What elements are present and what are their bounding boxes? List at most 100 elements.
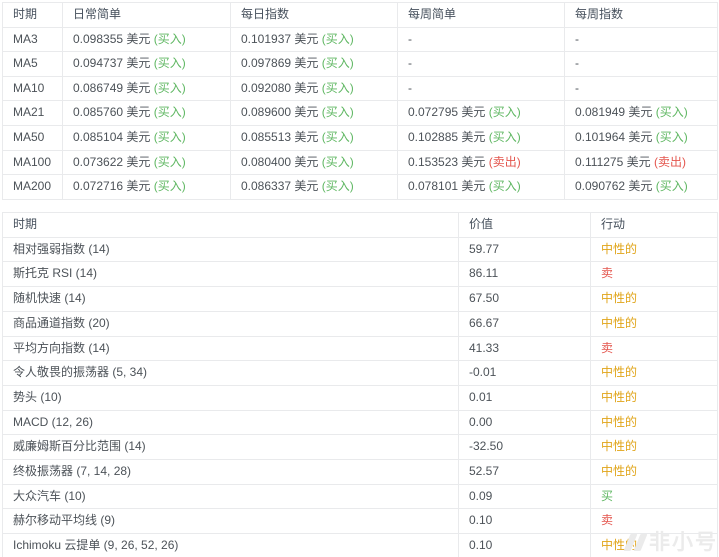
table-row: MA5 0.094737 美元 (买入) 0.097869 美元 (买入) - - [2, 51, 718, 77]
table-row: 威廉姆斯百分比范围 (14) -32.50 中性的 [2, 434, 718, 461]
indicator-value-cell: 0.01 [458, 384, 591, 411]
table-row: MA200 0.072716 美元 (买入) 0.086337 美元 (买入) 0.0… [2, 174, 718, 200]
ma-value-cell: 0.073622 美元 (买入) [62, 149, 231, 176]
indicator-action-cell: 卖 [590, 261, 718, 288]
ma-value-cell: 0.097869 美元 (买入) [230, 51, 398, 77]
indicator-action-cell: 中性的 [590, 434, 718, 461]
period-cell: MA50 [2, 124, 63, 151]
ma-value-cell: 0.078101 美元 (买入) [397, 174, 565, 200]
indicator-value-cell: 59.77 [458, 236, 591, 263]
ma-column-header-1: 日常简单 [62, 2, 231, 28]
ma-value-cell: - [564, 75, 718, 102]
ma-value: - [408, 80, 412, 95]
table-row: MA100 0.073622 美元 (买入) 0.080400 美元 (买入) 0.1… [2, 149, 718, 176]
indicator-name-cell: 终极振荡器 (7, 14, 28) [2, 459, 459, 485]
ma-value: 0.092080 美元 [241, 80, 319, 95]
ma-value: 0.090762 美元 [575, 179, 653, 194]
ma-value: 0.097869 美元 [241, 56, 319, 71]
table-row: 商品通道指数 (20) 66.67 中性的 [2, 310, 718, 337]
ma-value-cell: 0.086337 美元 (买入) [230, 174, 398, 200]
indicator-action-cell: 卖 [590, 508, 718, 535]
ma-value: 0.094737 美元 [73, 56, 151, 71]
signal-label: (买入) [153, 154, 186, 169]
ma-value-cell: 0.085760 美元 (买入) [62, 100, 231, 126]
indicator-value-cell: 0.09 [458, 483, 591, 510]
ma-value-cell: 0.086749 美元 (买入) [62, 75, 231, 102]
signal-label: (买入) [655, 179, 688, 194]
signal-label: (买入) [321, 56, 354, 71]
ma-column-header-0: 时期 [2, 2, 63, 28]
ma-value-cell: 0.153523 美元 (卖出) [397, 149, 565, 176]
table-row: 相对强弱指数 (14) 59.77 中性的 [2, 236, 718, 263]
period-cell: MA200 [2, 174, 63, 200]
indicator-action-cell: 中性的 [590, 533, 718, 557]
table-row: Ichimoku 云提单 (9, 26, 52, 26) 0.10 中性的 [2, 533, 718, 557]
indicator-column-header-1: 价值 [458, 212, 591, 238]
indicator-name-cell: 斯托克 RSI (14) [2, 261, 459, 288]
ma-value: 0.072716 美元 [73, 179, 151, 194]
signal-label: (买入) [153, 179, 186, 194]
period-cell: MA5 [2, 51, 63, 77]
indicator-name-cell: 赫尔移动平均线 (9) [2, 508, 459, 535]
ma-value: 0.111275 美元 [575, 154, 651, 169]
table-row: 平均方向指数 (14) 41.33 卖 [2, 335, 718, 362]
ma-value: 0.078101 美元 [408, 179, 486, 194]
indicator-value-cell: 66.67 [458, 310, 591, 337]
ma-value: 0.101964 美元 [575, 129, 653, 144]
indicator-name-cell: 随机快速 (14) [2, 286, 459, 312]
signal-label: (买入) [321, 179, 354, 194]
signal-label: (买入) [321, 154, 354, 169]
indicator-name-cell: 势头 (10) [2, 384, 459, 411]
indicators-table-header-row: 时期 价值 行动 [2, 212, 718, 238]
indicators-table: 时期 价值 行动 相对强弱指数 (14) 59.77 中性的 斯托克 RSI (14) 86… [2, 212, 718, 557]
ma-value-cell: 0.085513 美元 (买入) [230, 124, 398, 151]
signal-label: (买入) [488, 105, 521, 120]
ma-value: 0.085513 美元 [241, 129, 319, 144]
signal-label: (买入) [321, 31, 354, 46]
table-row: 大众汽车 (10) 0.09 买 [2, 483, 718, 510]
ma-value: - [408, 31, 412, 46]
ma-value-cell: - [397, 75, 565, 102]
ma-value: 0.101937 美元 [241, 31, 319, 46]
indicator-name-cell: 相对强弱指数 (14) [2, 236, 459, 263]
ma-value: 0.073622 美元 [73, 154, 151, 169]
ma-value: 0.081949 美元 [575, 105, 653, 120]
indicator-column-header-0: 时期 [2, 212, 459, 238]
signal-label: (买入) [153, 105, 186, 120]
indicator-value-cell: 67.50 [458, 286, 591, 312]
ma-value: 0.102885 美元 [408, 129, 486, 144]
ma-value-cell: 0.080400 美元 (买入) [230, 149, 398, 176]
table-row: MA10 0.086749 美元 (买入) 0.092080 美元 (买入) - - [2, 75, 718, 102]
indicator-value-cell: -32.50 [458, 434, 591, 461]
table-row: 赫尔移动平均线 (9) 0.10 卖 [2, 508, 718, 535]
ma-value-cell: - [564, 26, 718, 53]
ma-value: 0.086749 美元 [73, 80, 151, 95]
ma-value-cell: 0.101937 美元 (买入) [230, 26, 398, 53]
signal-label: (买入) [153, 31, 186, 46]
period-cell: MA3 [2, 26, 63, 53]
ma-value-cell: 0.092080 美元 (买入) [230, 75, 398, 102]
ma-column-header-2: 每日指数 [230, 2, 398, 28]
indicator-action-cell: 中性的 [590, 459, 718, 485]
period-cell: MA10 [2, 75, 63, 102]
indicator-action-cell: 买 [590, 483, 718, 510]
period-cell: MA100 [2, 149, 63, 176]
signal-label: (买入) [153, 129, 186, 144]
period-cell: MA21 [2, 100, 63, 126]
indicator-name-cell: 威廉姆斯百分比范围 (14) [2, 434, 459, 461]
signal-label: (买入) [655, 105, 688, 120]
ma-table-header-row: 时期 日常简单 每日指数 每周简单 每周指数 [2, 2, 718, 28]
indicator-action-cell: 中性的 [590, 310, 718, 337]
signal-label: (买入) [655, 129, 688, 144]
indicator-value-cell: 0.00 [458, 409, 591, 436]
table-row: 随机快速 (14) 67.50 中性的 [2, 286, 718, 312]
indicator-name-cell: 大众汽车 (10) [2, 483, 459, 510]
ma-value: 0.089600 美元 [241, 105, 319, 120]
indicator-name-cell: Ichimoku 云提单 (9, 26, 52, 26) [2, 533, 459, 557]
ma-value-cell: 0.072716 美元 (买入) [62, 174, 231, 200]
ma-value-cell: 0.098355 美元 (买入) [62, 26, 231, 53]
indicator-value-cell: 41.33 [458, 335, 591, 362]
signal-label: (买入) [321, 105, 354, 120]
indicator-action-cell: 中性的 [590, 286, 718, 312]
table-row: MA21 0.085760 美元 (买入) 0.089600 美元 (买入) 0.07… [2, 100, 718, 126]
